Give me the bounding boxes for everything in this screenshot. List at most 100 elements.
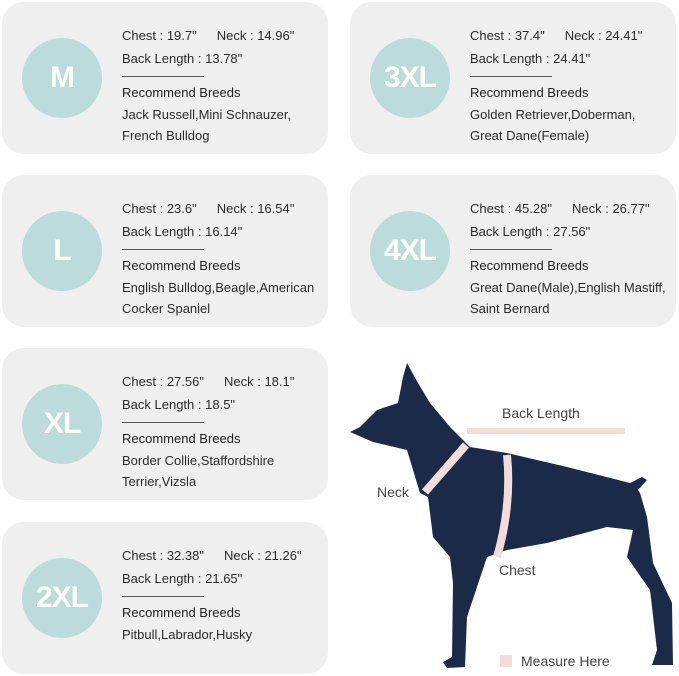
size-card-2xl: 2XL Chest : 32.38" Neck : 21.26" Back Len… [2, 522, 328, 674]
breed-line: Golden Retriever,Doberman, [470, 107, 636, 122]
size-info: Chest : 45.28" Neck : 26.77" Back Length … [470, 197, 666, 319]
separator: : [155, 548, 167, 563]
chest-value: 37.4" [514, 28, 545, 43]
back-length-label: Back Length [122, 571, 195, 586]
separator: : [246, 201, 258, 216]
breeds-list: English Bulldog,Beagle,American Cocker Sp… [122, 277, 314, 319]
size-card-4xl: 4XL Chest : 45.28" Neck : 26.77" Back Len… [350, 175, 676, 327]
divider [470, 76, 552, 77]
size-badge: 3XL [370, 38, 450, 118]
chest-value: 45.28" [514, 201, 552, 216]
separator: : [542, 224, 554, 239]
separator: : [503, 201, 515, 216]
breed-line: French Bulldog [122, 128, 210, 143]
separator: : [503, 28, 515, 43]
breeds-list: Golden Retriever,Doberman, Great Dane(Fem… [470, 104, 642, 146]
back-length-label: Back Length [470, 224, 543, 239]
separator: : [542, 51, 554, 66]
chest-label: Chest [499, 562, 536, 578]
chest-value: 23.6" [166, 201, 197, 216]
neck-label: Neck [223, 548, 254, 563]
separator: : [253, 374, 265, 389]
recommend-breeds-heading: Recommend Breeds [122, 605, 241, 620]
recommend-breeds-heading: Recommend Breeds [470, 85, 589, 100]
neck-label: Neck [216, 201, 247, 216]
chest-label: Chest [470, 201, 504, 216]
recommend-breeds-heading: Recommend Breeds [122, 85, 241, 100]
neck-value: 18.1" [264, 374, 295, 389]
size-badge: 4XL [370, 211, 450, 291]
breed-line: Terrier,Vizsla [122, 474, 197, 489]
neck-value: 14.96" [257, 28, 295, 43]
back-length-label: Back Length [122, 397, 195, 412]
chest-label: Chest [122, 374, 156, 389]
back-length-label: Back Length [122, 51, 195, 66]
divider [122, 422, 204, 423]
breed-line: Jack Russell,Mini Schnauzer, [122, 107, 292, 122]
divider [122, 249, 204, 250]
separator: : [194, 571, 206, 586]
size-info: Chest : 27.56" Neck : 18.1" Back Length :… [122, 370, 294, 492]
chest-label: Chest [122, 201, 156, 216]
neck-label: Neck [564, 28, 595, 43]
separator: : [155, 28, 167, 43]
breed-line: English Bulldog,Beagle,American [122, 280, 315, 295]
neck-label: Neck [216, 28, 247, 43]
separator: : [594, 28, 606, 43]
measure-legend-label: Measure Here [521, 653, 610, 669]
breed-line: Border Collie,Staffordshire [122, 453, 275, 468]
breed-line: Great Dane(Male),English Mastiff, [470, 280, 666, 295]
neck-measure-band [421, 442, 470, 495]
back-length-value: 27.56" [553, 224, 591, 239]
separator: : [246, 28, 258, 43]
recommend-breeds-heading: Recommend Breeds [122, 258, 241, 273]
breeds-list: Jack Russell,Mini Schnauzer, French Bulld… [122, 104, 294, 146]
size-info: Chest : 19.7" Neck : 14.96" Back Length :… [122, 24, 294, 146]
separator: : [253, 548, 265, 563]
breed-line: Saint Bernard [470, 301, 550, 316]
divider [470, 249, 552, 250]
neck-label: Neck [223, 374, 254, 389]
breeds-list: Great Dane(Male),English Mastiff, Saint B… [470, 277, 666, 319]
neck-value: 16.54" [257, 201, 295, 216]
separator: : [155, 201, 167, 216]
back-length-value: 13.78" [205, 51, 243, 66]
back-length-value: 16.14" [205, 224, 243, 239]
back-length-label: Back Length [470, 51, 543, 66]
separator: : [155, 374, 167, 389]
size-badge: L [22, 211, 102, 291]
size-card-m: M Chest : 19.7" Neck : 14.96" Back Length… [2, 2, 328, 154]
neck-value: 24.41" [605, 28, 643, 43]
breed-line: Pitbull,Labrador,Husky [122, 627, 253, 642]
size-badge: XL [22, 384, 102, 464]
separator: : [601, 201, 613, 216]
back-length-label: Back Length [122, 224, 195, 239]
chest-label: Chest [470, 28, 504, 43]
neck-value: 21.26" [264, 548, 302, 563]
separator: : [194, 397, 206, 412]
size-info: Chest : 23.6" Neck : 16.54" Back Length :… [122, 197, 314, 319]
breed-line: Great Dane(Female) [470, 128, 590, 143]
neck-value: 26.77" [612, 201, 650, 216]
neck-label: Neck [571, 201, 602, 216]
chest-value: 27.56" [166, 374, 204, 389]
size-card-l: L Chest : 23.6" Neck : 16.54" Back Length… [2, 175, 328, 327]
breeds-list: Border Collie,Staffordshire Terrier,Vizsl… [122, 450, 294, 492]
chest-label: Chest [122, 28, 156, 43]
chest-value: 32.38" [166, 548, 204, 563]
back-length-value: 24.41" [553, 51, 591, 66]
back-length-value: 18.5" [205, 397, 236, 412]
size-info: Chest : 37.4" Neck : 24.41" Back Length :… [470, 24, 642, 146]
size-card-3xl: 3XL Chest : 37.4" Neck : 24.41" Back Leng… [350, 2, 676, 154]
dog-silhouette [350, 363, 673, 668]
chest-value: 19.7" [166, 28, 197, 43]
breed-line: Cocker Spaniel [122, 301, 211, 316]
divider [122, 596, 204, 597]
recommend-breeds-heading: Recommend Breeds [122, 431, 241, 446]
back-length-label: Back Length [502, 405, 580, 421]
size-badge: M [22, 38, 102, 118]
size-card-xl: XL Chest : 27.56" Neck : 18.1" Back Lengt… [2, 348, 328, 500]
separator: : [194, 224, 206, 239]
size-info: Chest : 32.38" Neck : 21.26" Back Length … [122, 544, 302, 645]
